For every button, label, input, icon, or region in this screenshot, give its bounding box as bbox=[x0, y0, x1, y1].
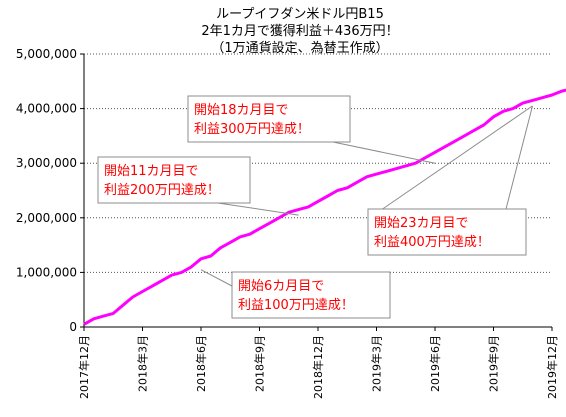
annotation-text: 開始18カ月目で bbox=[194, 103, 289, 118]
series-line bbox=[83, 88, 566, 326]
x-axis-ticks: 2017年12月 2018年3月 2018年6月 2018年9月 2018年12月 201… bbox=[77, 327, 559, 399]
annotation-box bbox=[231, 271, 391, 319]
chart-title-line: ループイフダン米ドル円B15 bbox=[216, 7, 384, 22]
x-tick-label: 2019年3月 bbox=[370, 335, 384, 392]
chart-title: ループイフダン米ドル円B152年1カ月で獲得利益＋436万円！（1万通貨設定、為… bbox=[201, 7, 398, 56]
x-tick-label: 2019年6月 bbox=[428, 335, 442, 392]
y-tick-label: 2,000,000 bbox=[16, 211, 77, 225]
x-tick-label: 2018年6月 bbox=[194, 335, 208, 392]
annotation-leader bbox=[367, 105, 533, 220]
annotation-text: 利益100万円達成！ bbox=[238, 298, 354, 313]
annotation-box bbox=[187, 95, 351, 143]
annotation-box bbox=[97, 156, 251, 204]
y-tick-label: 1,000,000 bbox=[16, 265, 77, 279]
y-axis-ticks: 0 1,000,000 2,000,000 3,000,000 4,000,000 5,0… bbox=[16, 47, 84, 334]
x-tick-label: 2017年12月 bbox=[77, 335, 91, 399]
y-tick-label: 0 bbox=[69, 320, 77, 334]
annotation-leader bbox=[505, 105, 533, 210]
chart-title-line: （1万通貨設定、為替王作成） bbox=[211, 40, 388, 56]
y-tick-label: 5,000,000 bbox=[16, 47, 77, 61]
annotation-text: 開始23カ月目で bbox=[374, 216, 469, 231]
annotation-leader bbox=[217, 202, 299, 216]
annotation-text: 開始11カ月目で bbox=[104, 164, 199, 179]
annotation-leader bbox=[332, 141, 436, 164]
y-tick-label: 3,000,000 bbox=[16, 156, 77, 170]
annotation-leader bbox=[200, 269, 233, 287]
x-tick-label: 2019年9月 bbox=[487, 335, 501, 392]
x-tick-label: 2018年12月 bbox=[311, 335, 325, 399]
annotation-text: 開始6カ月目で bbox=[238, 279, 324, 294]
annotation-text: 利益200万円達成！ bbox=[104, 183, 220, 198]
annotations: 開始6カ月目で利益100万円達成！開始11カ月目で利益200万円達成！開始18カ… bbox=[97, 95, 533, 319]
series bbox=[83, 88, 566, 326]
x-tick-label: 2018年3月 bbox=[136, 335, 150, 392]
annotation-text: 利益300万円達成！ bbox=[194, 122, 310, 137]
x-tick-label: 2019年12月 bbox=[545, 335, 559, 399]
y-tick-label: 4,000,000 bbox=[16, 102, 77, 116]
annotation-box bbox=[367, 208, 527, 256]
annotation-text: 利益400万円達成！ bbox=[374, 235, 490, 250]
x-tick-label: 2018年9月 bbox=[253, 335, 267, 392]
chart-title-line: 2年1カ月で獲得利益＋436万円！ bbox=[201, 23, 398, 39]
